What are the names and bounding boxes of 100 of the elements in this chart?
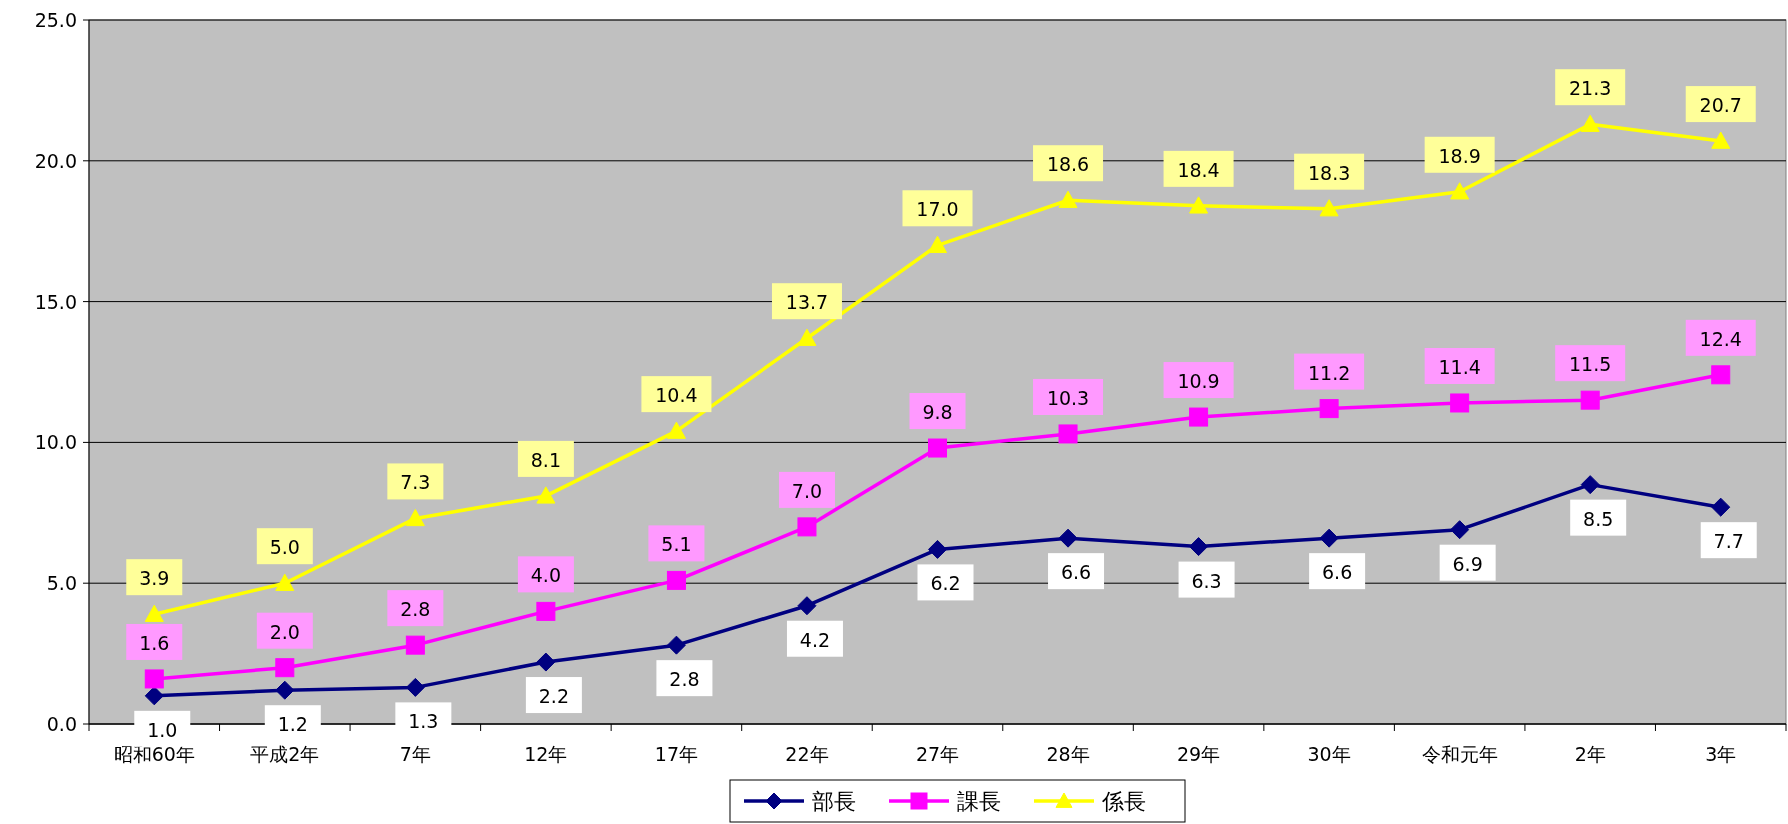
point — [1450, 520, 1470, 540]
data-label: 12.4 — [1699, 327, 1742, 350]
point — [275, 658, 295, 678]
point — [797, 596, 817, 616]
y-tick-label: 5.0 — [46, 572, 77, 595]
data-label: 6.9 — [1452, 552, 1483, 575]
x-tick-label: 27年 — [915, 743, 960, 765]
data-label: 20.7 — [1699, 94, 1742, 117]
point — [1711, 365, 1731, 385]
point — [144, 604, 164, 622]
data-label: 18.4 — [1177, 158, 1220, 181]
point — [666, 570, 686, 590]
data-label: 7.7 — [1713, 530, 1744, 553]
y-tick-label: 25.0 — [34, 9, 77, 31]
legend-label: 課長 — [957, 789, 1001, 814]
point — [1319, 528, 1339, 548]
y-tick-label: 10.0 — [34, 431, 77, 454]
data-label: 6.2 — [930, 572, 961, 595]
data-label: 5.1 — [661, 533, 692, 556]
x-tick-label: 29年 — [1176, 743, 1221, 765]
point — [1711, 497, 1731, 517]
point — [1580, 390, 1600, 410]
point — [666, 421, 686, 439]
point — [1058, 424, 1078, 444]
point — [1450, 393, 1470, 413]
data-label: 8.1 — [530, 448, 561, 471]
data-label: 1.2 — [277, 713, 308, 736]
x-tick-label: 7年 — [399, 743, 431, 765]
x-tick-label: 2年 — [1574, 743, 1606, 765]
data-label: 17.0 — [916, 198, 959, 221]
point — [1580, 114, 1600, 132]
data-label: 2.8 — [669, 668, 700, 691]
point — [928, 438, 947, 458]
data-label: 7.3 — [400, 471, 431, 494]
point — [144, 686, 164, 706]
point — [797, 517, 817, 537]
point — [928, 235, 947, 253]
data-label: 1.0 — [147, 718, 178, 741]
point — [405, 635, 425, 655]
data-label: 10.3 — [1046, 386, 1090, 409]
data-label: 1.3 — [408, 710, 439, 733]
data-label: 5.0 — [269, 536, 300, 559]
data-label: 6.6 — [1060, 561, 1092, 584]
point — [1450, 182, 1470, 200]
x-tick-label: 平成2年 — [250, 743, 320, 765]
x-tick-label: 12年 — [524, 743, 568, 765]
data-label: 7.0 — [791, 479, 823, 502]
x-tick-label: 30年 — [1307, 743, 1351, 765]
point — [928, 539, 947, 559]
point — [1711, 131, 1731, 149]
data-label: 11.2 — [1307, 361, 1351, 384]
x-tick-label: 昭和60年 — [113, 743, 195, 765]
x-tick-label: 3年 — [1705, 743, 1737, 765]
point — [144, 669, 164, 689]
data-label: 6.3 — [1191, 569, 1222, 592]
y-tick-label: 20.0 — [34, 149, 77, 172]
data-label: 10.9 — [1177, 370, 1220, 393]
data-label: 10.4 — [655, 384, 698, 407]
data-label: 3.9 — [139, 567, 170, 590]
x-tick-label: 令和元年 — [1421, 743, 1498, 765]
data-label: 2.0 — [269, 620, 300, 643]
data-label: 2.2 — [538, 685, 569, 708]
point — [1319, 399, 1339, 419]
point — [536, 652, 556, 672]
point — [1319, 199, 1339, 217]
data-label: 21.3 — [1569, 77, 1612, 100]
point — [536, 486, 556, 504]
data-label: 13.7 — [785, 291, 829, 314]
data-label: 1.6 — [139, 631, 170, 654]
point — [275, 573, 295, 591]
data-label: 6.6 — [1322, 561, 1353, 584]
point — [1189, 196, 1209, 214]
data-label: 2.8 — [400, 598, 431, 621]
point — [405, 508, 425, 527]
y-tick-label: 0.0 — [46, 713, 77, 735]
point — [405, 677, 425, 697]
point — [536, 601, 556, 621]
legend-label: 係長 — [1101, 789, 1146, 814]
data-label: 9.8 — [922, 401, 953, 424]
data-label: 11.4 — [1438, 355, 1481, 378]
x-tick-label: 22年 — [785, 743, 829, 765]
data-label: 18.6 — [1046, 153, 1090, 176]
x-tick-label: 17年 — [654, 743, 699, 765]
y-tick-label: 15.0 — [34, 290, 77, 313]
data-label: 11.5 — [1569, 353, 1612, 376]
legend-label: 部長 — [812, 789, 856, 814]
point — [275, 680, 295, 700]
point — [666, 635, 686, 655]
data-label: 4.2 — [799, 628, 831, 651]
data-label: 18.9 — [1438, 144, 1481, 167]
point — [797, 328, 817, 346]
x-tick-label: 28年 — [1046, 743, 1090, 765]
data-label: 8.5 — [1583, 507, 1614, 530]
point — [1058, 528, 1078, 548]
point — [1058, 190, 1078, 208]
data-label: 18.3 — [1307, 161, 1351, 184]
point — [1189, 407, 1209, 427]
point — [1189, 537, 1209, 557]
point — [1580, 475, 1600, 495]
data-label: 4.0 — [530, 564, 561, 587]
